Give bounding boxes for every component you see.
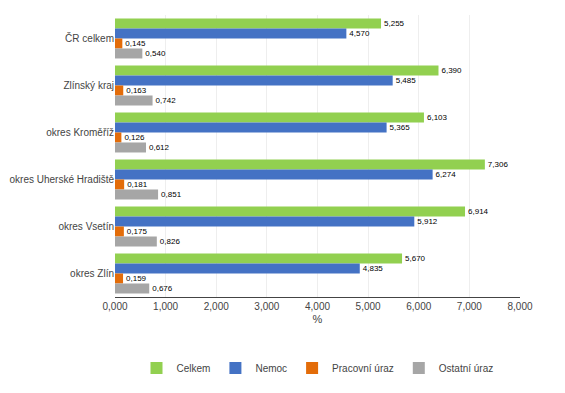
svg-text:5,365: 5,365	[390, 123, 411, 132]
svg-text:Nemoc: Nemoc	[255, 363, 287, 374]
svg-text:0,145: 0,145	[125, 39, 146, 48]
svg-text:0,000: 0,000	[102, 301, 127, 312]
svg-text:0,126: 0,126	[124, 133, 145, 142]
svg-text:Ostatní úraz: Ostatní úraz	[439, 363, 493, 374]
svg-text:0,851: 0,851	[161, 190, 182, 199]
svg-text:0,826: 0,826	[160, 237, 181, 246]
svg-text:5,255: 5,255	[384, 19, 405, 28]
svg-text:0,181: 0,181	[127, 180, 148, 189]
svg-text:0,163: 0,163	[126, 86, 147, 95]
svg-text:okres Vsetín: okres Vsetín	[58, 221, 114, 232]
svg-text:2,000: 2,000	[204, 301, 229, 312]
svg-text:Pracovní úraz: Pracovní úraz	[332, 363, 394, 374]
svg-text:6,000: 6,000	[406, 301, 431, 312]
svg-text:5,670: 5,670	[405, 254, 426, 263]
svg-text:5,000: 5,000	[356, 301, 381, 312]
svg-text:6,103: 6,103	[427, 113, 448, 122]
svg-text:4,570: 4,570	[349, 29, 370, 38]
svg-text:6,914: 6,914	[468, 207, 489, 216]
svg-text:0,540: 0,540	[145, 49, 166, 58]
svg-text:Celkem: Celkem	[177, 363, 211, 374]
svg-text:6,390: 6,390	[441, 66, 462, 75]
svg-text:4,835: 4,835	[363, 264, 384, 273]
svg-text:1,000: 1,000	[153, 301, 178, 312]
svg-text:0,175: 0,175	[127, 227, 148, 236]
svg-text:ČR celkem: ČR celkem	[65, 32, 114, 44]
svg-text:0,612: 0,612	[149, 143, 170, 152]
svg-text:5,485: 5,485	[396, 76, 417, 85]
svg-text:0,159: 0,159	[126, 274, 147, 283]
svg-text:7,306: 7,306	[488, 160, 509, 169]
svg-text:okres Uherské Hradiště: okres Uherské Hradiště	[10, 174, 115, 185]
svg-text:%: %	[313, 313, 323, 325]
svg-text:5,912: 5,912	[417, 217, 438, 226]
svg-text:3,000: 3,000	[254, 301, 279, 312]
svg-text:7,000: 7,000	[457, 301, 482, 312]
svg-text:8,000: 8,000	[507, 301, 532, 312]
svg-text:okres Kroměříž: okres Kroměříž	[46, 127, 114, 138]
svg-text:6,274: 6,274	[436, 170, 457, 179]
svg-text:Zlínský kraj: Zlínský kraj	[63, 80, 114, 91]
svg-text:okres Zlín: okres Zlín	[70, 268, 114, 279]
svg-text:0,676: 0,676	[152, 284, 173, 293]
svg-text:0,742: 0,742	[156, 96, 177, 105]
svg-text:4,000: 4,000	[305, 301, 330, 312]
